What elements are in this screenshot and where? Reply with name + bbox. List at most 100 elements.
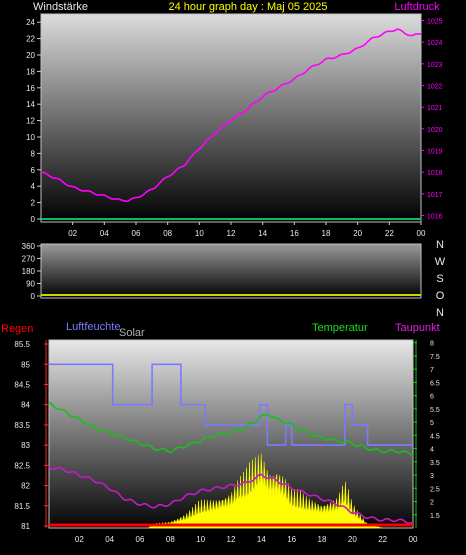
panel-1-x-tick-label: 22 [385,229,394,238]
panel-3-right-tick-label: 8 [430,341,434,348]
panel-1-right-tick-label: 1021 [427,105,443,112]
temperature-series-line [48,401,414,456]
panel-3-right-tick-label: 3.5 [430,460,440,467]
panel-3-right-tick-label: 4 [430,447,434,454]
panel-3-left-tick-label: 83 [21,441,30,450]
rain-label: Regen [1,323,33,335]
panel-1-left-tick-label: 10 [26,133,35,142]
panel-1-left-tick-label: 8 [31,149,36,158]
panel-2-left-tick-label: 270 [22,255,36,264]
left-axis-title: Windstärke [33,1,88,13]
temperature-label: Temperatur [312,322,368,334]
panel-1-x-tick-label: 14 [258,229,267,238]
panel-1-left-tick-label: 24 [26,18,35,27]
solar-area [147,453,383,529]
panel-3-left-tick-label: 81 [21,522,30,531]
panel-1-x-tick-label: 12 [227,229,236,238]
panel-3-x-tick-label: 02 [75,535,84,544]
panel-2-left-tick-label: 360 [22,242,36,251]
panel-1-x-tick-label: 18 [322,229,331,238]
panel-1-right-tick-label: 1023 [427,62,443,69]
panel-3-left-tick-label: 81.5 [14,502,30,511]
panel-3-right-tick-label: 6.5 [430,380,440,387]
panel-1-right-tick-label: 1018 [427,170,443,177]
panel-1-left-tick-label: 12 [26,117,35,126]
panel-2-left-tick-label: 90 [26,280,35,289]
panel-1-right-tick-label: 1020 [427,127,443,134]
chart-title: 24 hour graph day : Maj 05 2025 [168,1,327,13]
humidity-label: Luftfeuchte [66,321,120,333]
solar-label: Solar [119,327,145,339]
compass-label-n: N [436,239,444,251]
panel-1-x-tick-label: 10 [195,229,204,238]
panel-3-left-tick-label: 84 [21,401,30,410]
panel-3-right-tick-label: 7 [430,367,434,374]
panel-3-right-tick-label: 7.5 [430,354,440,361]
panel-3-x-tick-label: 14 [257,535,266,544]
panel-3-x-tick-label: 00 [409,535,418,544]
panel-1-left-tick-label: 22 [26,35,35,44]
panel-1-right-tick-label: 1017 [427,192,443,199]
dewpoint-label: Taupunkt [395,322,440,334]
panel-3-x-tick-label: 08 [166,535,175,544]
panel-1-right-tick-label: 1024 [427,40,443,47]
dewpoint-series-line [48,466,414,525]
panel-2-background [40,243,422,299]
panel-3-right-tick-label: 6 [430,394,434,401]
panel-3-left-tick-label: 84.5 [14,380,30,389]
chart-marks: 0246810121416182022241016101710181019102… [14,18,442,544]
compass-label-n: N [436,307,444,319]
panel-3-right-tick-label: 1.5 [430,513,440,520]
panel-3-left-tick-label: 85.5 [14,340,30,349]
panel-3-background [48,339,414,529]
compass-label-s: S [436,273,443,285]
panel-3-x-tick-label: 22 [378,535,387,544]
panel-3-left-tick-label: 83.5 [14,421,30,430]
panel-3-left-tick-label: 82 [21,482,30,491]
panel-1-right-tick-label: 1016 [427,214,443,221]
compass-label-w: W [435,256,446,268]
panel-3-x-tick-label: 06 [136,535,145,544]
panel-1-x-tick-label: 20 [353,229,362,238]
panel-3-left-tick-label: 85 [21,360,30,369]
humidity-series-line [49,363,413,446]
right-axis-title: Luftdruck [394,1,440,13]
panel-3-left-tick-label: 82.5 [14,461,30,470]
panel-3-right-tick-label: 4.5 [430,433,440,440]
panel-1-x-tick-label: 16 [290,229,299,238]
panel-1-right-tick-label: 1022 [427,84,443,91]
panel-1-right-tick-label: 1025 [427,19,443,26]
panel-2-left-tick-label: 180 [22,267,36,276]
panel-1-left-tick-label: 14 [26,100,35,109]
panel-1-left-tick-label: 18 [26,67,35,76]
panel-1-left-tick-label: 20 [26,51,35,60]
panel-3-right-tick-label: 2 [430,500,434,507]
panel-1-x-tick-label: 08 [163,229,172,238]
panel-3-right-tick-label: 2.5 [430,486,440,493]
panel-3-x-tick-label: 18 [318,535,327,544]
panel-2-left-tick-label: 0 [31,292,36,301]
panel-1-left-tick-label: 2 [31,199,36,208]
panel-3-x-tick-label: 12 [227,535,236,544]
panel-1-x-tick-label: 00 [417,229,426,238]
panel-1-left-tick-label: 6 [31,166,36,175]
panel-1-x-tick-label: 06 [132,229,141,238]
panel-1-right-tick-label: 1019 [427,149,443,156]
panel-3-x-tick-label: 20 [348,535,357,544]
compass-label-o: O [436,290,445,302]
panel-1-x-tick-label: 02 [68,229,77,238]
panel-1-left-tick-label: 4 [31,182,36,191]
panel-3-right-tick-label: 3 [430,473,434,480]
panel-1-left-tick-label: 16 [26,84,35,93]
panel-3-x-tick-label: 16 [287,535,296,544]
panel-3-x-tick-label: 04 [105,535,114,544]
panel-3-x-tick-label: 10 [196,535,205,544]
panel-3-right-tick-label: 5 [430,420,434,427]
panel-1-x-tick-label: 04 [100,229,109,238]
panel-1-left-tick-label: 0 [31,215,36,224]
pressure-series-line [41,28,421,202]
panel-3-right-tick-label: 5.5 [430,407,440,414]
